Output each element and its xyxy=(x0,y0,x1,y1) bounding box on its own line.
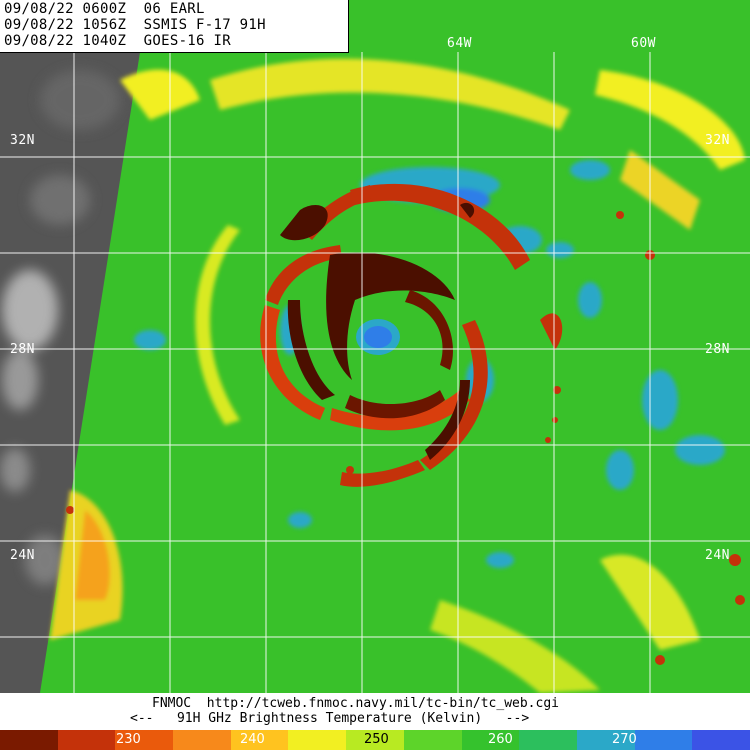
colorbar-segment xyxy=(461,730,520,750)
lat-label-28n-left: 28N xyxy=(10,342,35,357)
colorbar-label-250: 250 xyxy=(364,732,389,747)
header-line-ssmis: 09/08/22 1056Z SSMIS F-17 91H xyxy=(4,17,266,33)
colorbar-segment xyxy=(115,730,174,750)
colorbar-segment xyxy=(0,730,58,750)
colorbar-segment xyxy=(692,730,750,750)
colorbar-segment xyxy=(288,730,347,750)
colorbar-segment xyxy=(230,730,289,750)
satellite-image: 32N 32N 28N 28N 24N 24N 64W 60W xyxy=(0,0,750,693)
microwave-imagery xyxy=(0,52,750,693)
storm-earl xyxy=(260,183,563,487)
colorbar-segment xyxy=(576,730,635,750)
colorbar-label-230: 230 xyxy=(116,732,141,747)
colorbar-segment xyxy=(346,730,404,750)
lat-label-28n-right: 28N xyxy=(705,342,730,357)
lon-label-64w: 64W xyxy=(447,36,472,51)
colorbar-segment xyxy=(519,730,577,750)
lat-label-24n-right: 24N xyxy=(705,548,730,563)
footer-source-url: FNMOC http://tcweb.fnmoc.navy.mil/tc-bin… xyxy=(152,696,559,711)
colorbar-segment xyxy=(173,730,231,750)
lat-label-24n-left: 24N xyxy=(10,548,35,563)
header-line-goes: 09/08/22 1040Z GOES-16 IR xyxy=(4,33,231,49)
colorbar-label-270: 270 xyxy=(612,732,637,747)
lon-label-60w: 60W xyxy=(631,36,656,51)
header-text-box: 09/08/22 0600Z 06 EARL 09/08/22 1056Z SS… xyxy=(0,0,349,53)
colorbar-label-240: 240 xyxy=(240,732,265,747)
header-line-forecast: 09/08/22 0600Z 06 EARL xyxy=(4,1,205,17)
colorbar-segment xyxy=(634,730,693,750)
colorbar-label-260: 260 xyxy=(488,732,513,747)
temperature-colorbar xyxy=(0,730,750,750)
colorbar-segment xyxy=(57,730,116,750)
lat-label-32n-left: 32N xyxy=(10,133,35,148)
lat-lon-grid xyxy=(0,52,750,693)
lat-label-32n-right: 32N xyxy=(705,133,730,148)
footer-legend-caption: <-- 91H GHz Brightness Temperature (Kelv… xyxy=(130,711,530,726)
colorbar-segment xyxy=(403,730,462,750)
